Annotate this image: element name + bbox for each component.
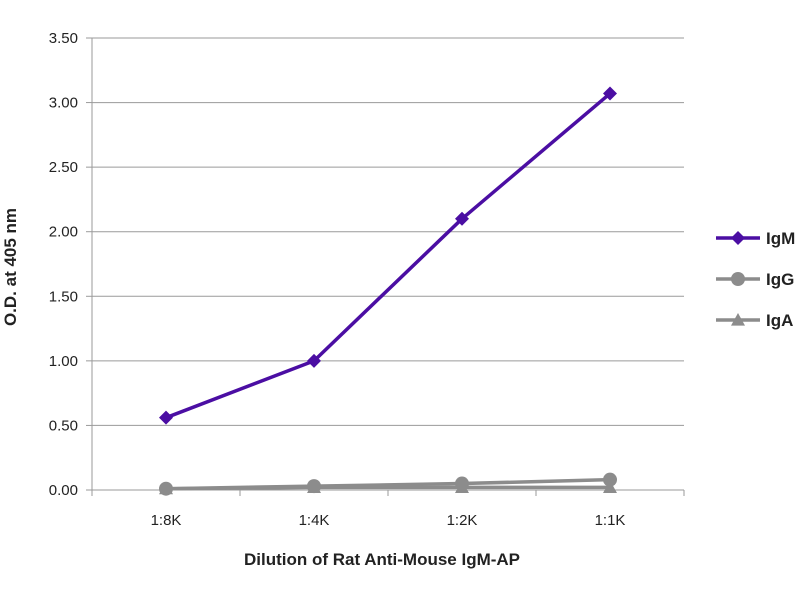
x-tick-label: 1:1K: [595, 512, 626, 529]
data-point-igg: [455, 476, 469, 491]
data-point-igg: [603, 472, 617, 487]
series-igm: [159, 86, 617, 425]
y-tick-label: 1.00: [49, 353, 78, 370]
legend-label: IgG: [766, 270, 794, 289]
y-tick-label: 1.50: [49, 288, 78, 305]
legend-item-iga: IgA: [716, 311, 793, 330]
y-axis-title: O.D. at 405 nm: [1, 208, 20, 326]
data-point-igm: [307, 353, 321, 368]
legend-label: IgA: [766, 311, 793, 330]
gridlines: [92, 37, 684, 426]
series-igg: [159, 472, 617, 496]
data-point-igm: [159, 410, 173, 425]
legend-label: IgM: [766, 229, 795, 248]
series-line-igm: [165, 92, 612, 420]
legend-marker: [731, 231, 745, 245]
legend-item-igg: IgG: [716, 270, 794, 289]
x-tick-label: 1:2K: [447, 512, 478, 529]
x-tick-labels: 1:8K 1:4K 1:2K 1:1K: [151, 512, 626, 529]
legend-marker: [731, 313, 745, 326]
data-point-igg: [307, 479, 321, 494]
y-tick-labels: 0.00 0.50 1.00 1.50 2.00 2.50 3.00 3.50: [49, 30, 78, 499]
legend-marker: [731, 272, 745, 286]
x-tick-label: 1:8K: [151, 512, 182, 529]
x-tick-label: 1:4K: [299, 512, 330, 529]
y-tick-label: 2.50: [49, 159, 78, 176]
y-tick-label: 3.50: [49, 30, 78, 47]
data-point-iga: [603, 480, 617, 494]
legend: IgM IgG IgA: [716, 229, 795, 330]
data-point-igg: [159, 481, 173, 496]
y-tick-label: 3.00: [49, 95, 78, 112]
series-group: [159, 86, 617, 496]
legend-item-igm: IgM: [716, 229, 795, 248]
data-point-igm: [455, 211, 469, 226]
y-tick-label: 0.50: [49, 417, 78, 434]
y-tick-label: 2.00: [49, 224, 78, 241]
data-point-igm: [603, 86, 617, 101]
series-line-igg: [165, 477, 611, 491]
x-axis-title: Dilution of Rat Anti-Mouse IgM-AP: [244, 550, 520, 569]
y-tick-label: 0.00: [49, 482, 78, 499]
